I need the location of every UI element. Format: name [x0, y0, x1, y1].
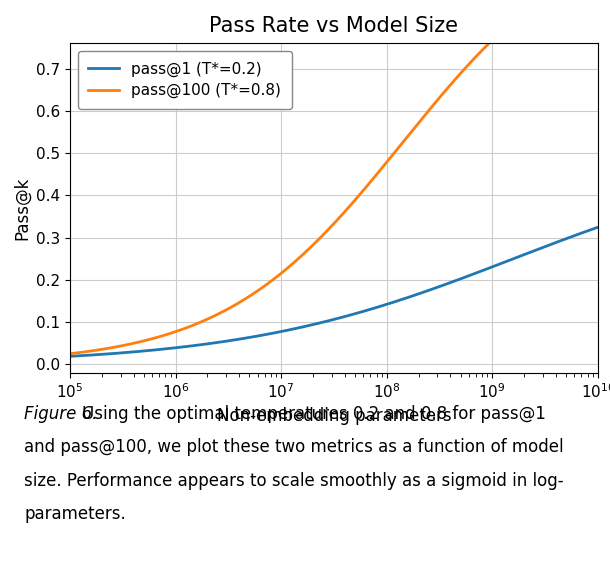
- Text: and pass@100, we plot these two metrics as a function of model: and pass@100, we plot these two metrics …: [24, 438, 564, 456]
- Text: parameters.: parameters.: [24, 505, 126, 523]
- Line: pass@1 (T*=0.2): pass@1 (T*=0.2): [70, 227, 598, 356]
- pass@1 (T*=0.2): [464, 273, 471, 280]
- pass@100 (T*=0.8): [305, 246, 312, 253]
- pass@1 (T*=0.2): [202, 340, 209, 347]
- Text: Figure 6.: Figure 6.: [24, 405, 98, 423]
- Y-axis label: Pass@k: Pass@k: [13, 176, 30, 240]
- Legend: pass@1 (T*=0.2), pass@100 (T*=0.8): pass@1 (T*=0.2), pass@100 (T*=0.8): [78, 51, 292, 109]
- Text: size. Performance appears to scale smoothly as a sigmoid in log-: size. Performance appears to scale smoot…: [24, 472, 564, 490]
- pass@1 (T*=0.2): [66, 353, 74, 360]
- X-axis label: Non-embedding parameters: Non-embedding parameters: [217, 407, 451, 425]
- Title: Pass Rate vs Model Size: Pass Rate vs Model Size: [209, 16, 459, 36]
- pass@1 (T*=0.2): [594, 224, 601, 231]
- pass@100 (T*=0.8): [464, 62, 471, 69]
- pass@1 (T*=0.2): [160, 346, 167, 353]
- pass@1 (T*=0.2): [419, 289, 426, 296]
- pass@100 (T*=0.8): [160, 332, 167, 339]
- pass@1 (T*=0.2): [305, 322, 312, 329]
- pass@100 (T*=0.8): [66, 350, 74, 357]
- pass@100 (T*=0.8): [378, 165, 385, 172]
- Text: Using the optimal temperatures 0.2 and 0.8 for pass@1: Using the optimal temperatures 0.2 and 0…: [82, 405, 546, 423]
- pass@100 (T*=0.8): [202, 316, 209, 323]
- pass@1 (T*=0.2): [378, 303, 385, 310]
- pass@100 (T*=0.8): [419, 114, 426, 121]
- Line: pass@100 (T*=0.8): pass@100 (T*=0.8): [70, 0, 598, 354]
